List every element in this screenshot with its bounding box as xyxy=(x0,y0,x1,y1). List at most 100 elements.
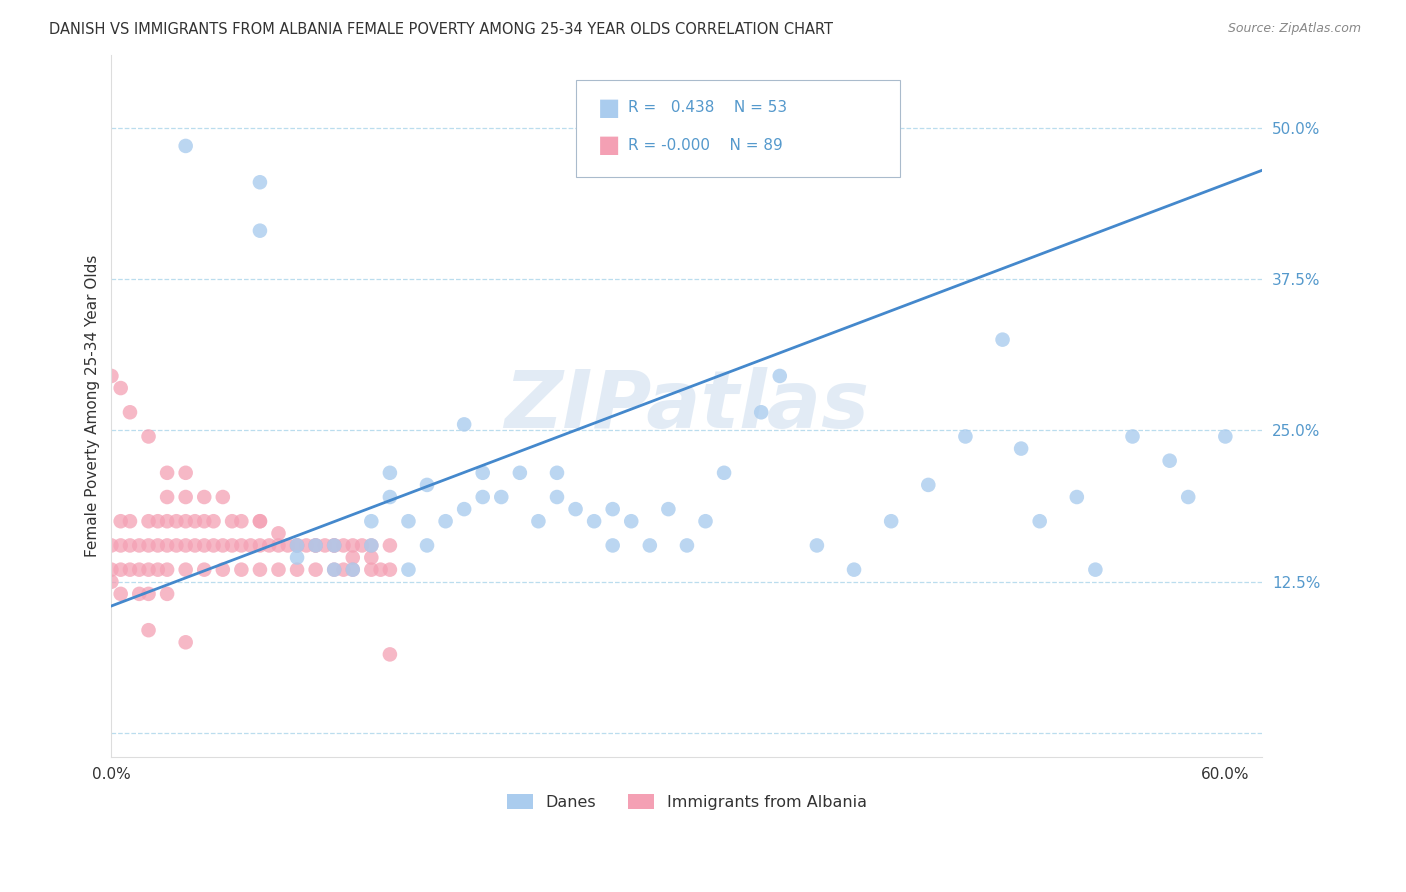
Point xyxy=(564,502,586,516)
Point xyxy=(110,563,132,577)
Text: ZIPatlas: ZIPatlas xyxy=(505,368,869,445)
Point xyxy=(360,550,382,565)
Legend: Danes, Immigrants from Albania: Danes, Immigrants from Albania xyxy=(501,787,873,816)
Point xyxy=(434,514,457,528)
Point xyxy=(1121,429,1143,443)
Point xyxy=(527,514,550,528)
Point xyxy=(1028,514,1050,528)
Point xyxy=(174,538,197,552)
Point xyxy=(138,563,160,577)
Point xyxy=(267,538,290,552)
Point xyxy=(304,563,326,577)
Text: R = -0.000    N = 89: R = -0.000 N = 89 xyxy=(628,138,783,153)
Point xyxy=(378,466,401,480)
Point xyxy=(323,538,346,552)
Point xyxy=(118,563,141,577)
Point xyxy=(352,538,374,552)
Point xyxy=(546,490,568,504)
Y-axis label: Female Poverty Among 25-34 Year Olds: Female Poverty Among 25-34 Year Olds xyxy=(86,255,100,558)
Point xyxy=(695,514,717,528)
Point xyxy=(249,563,271,577)
Point xyxy=(138,538,160,552)
Text: ■: ■ xyxy=(598,134,620,157)
Point xyxy=(546,466,568,480)
Point xyxy=(128,538,150,552)
Point xyxy=(342,550,364,565)
Point xyxy=(165,538,187,552)
Point xyxy=(1215,429,1237,443)
Point xyxy=(1066,490,1088,504)
Point xyxy=(378,563,401,577)
Point xyxy=(880,514,903,528)
Point xyxy=(638,538,661,552)
Point xyxy=(211,490,233,504)
Point xyxy=(156,466,179,480)
Point xyxy=(249,514,271,528)
Point xyxy=(304,538,326,552)
Point xyxy=(118,538,141,552)
Point xyxy=(174,466,197,480)
Point xyxy=(323,538,346,552)
Point xyxy=(239,538,262,552)
Point xyxy=(138,587,160,601)
Point xyxy=(583,514,606,528)
Point xyxy=(342,563,364,577)
Point xyxy=(749,405,772,419)
Point xyxy=(118,514,141,528)
Point xyxy=(110,514,132,528)
Point xyxy=(100,574,122,589)
Point xyxy=(257,538,280,552)
Point xyxy=(676,538,699,552)
Point xyxy=(370,563,392,577)
Point xyxy=(174,139,197,153)
Point xyxy=(193,538,215,552)
Point xyxy=(323,538,346,552)
Point xyxy=(146,514,169,528)
Point xyxy=(342,563,364,577)
Point xyxy=(184,538,207,552)
Point xyxy=(304,538,326,552)
Point xyxy=(267,526,290,541)
Point xyxy=(416,478,439,492)
Point xyxy=(211,563,233,577)
Point xyxy=(602,538,624,552)
Point xyxy=(620,514,643,528)
Point xyxy=(184,514,207,528)
Point xyxy=(295,538,318,552)
Point xyxy=(285,538,308,552)
Point xyxy=(842,563,865,577)
Point xyxy=(138,514,160,528)
Point xyxy=(378,648,401,662)
Text: R =   0.438    N = 53: R = 0.438 N = 53 xyxy=(628,101,787,115)
Point xyxy=(1010,442,1032,456)
Point xyxy=(156,514,179,528)
Point xyxy=(304,538,326,552)
Point xyxy=(249,175,271,189)
Point xyxy=(713,466,735,480)
Point xyxy=(193,563,215,577)
Point xyxy=(806,538,828,552)
Point xyxy=(991,333,1014,347)
Point xyxy=(398,514,420,528)
Point xyxy=(360,514,382,528)
Point xyxy=(138,429,160,443)
Point xyxy=(917,478,939,492)
Point xyxy=(509,466,531,480)
Point xyxy=(285,538,308,552)
Point xyxy=(138,623,160,637)
Text: ■: ■ xyxy=(598,96,620,120)
Point xyxy=(378,538,401,552)
Point xyxy=(332,538,354,552)
Point xyxy=(657,502,679,516)
Point xyxy=(277,538,299,552)
Point xyxy=(1177,490,1199,504)
Point xyxy=(360,538,382,552)
Point xyxy=(1159,453,1181,467)
Point xyxy=(156,538,179,552)
Point xyxy=(453,502,475,516)
Point xyxy=(267,563,290,577)
Point xyxy=(156,587,179,601)
Point xyxy=(110,587,132,601)
Point xyxy=(128,587,150,601)
Point xyxy=(174,635,197,649)
